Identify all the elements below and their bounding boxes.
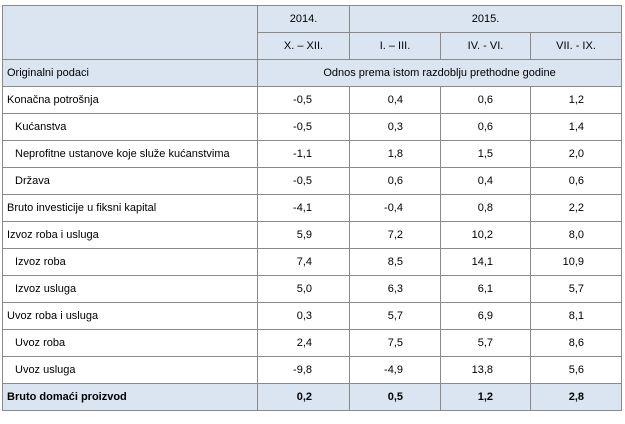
row-label: Bruto investicije u fiksni kapital (2, 194, 258, 222)
row-label: Uvoz usluga (2, 356, 258, 384)
value-cell: 0,6 (349, 167, 441, 195)
value-cell: -0,5 (257, 86, 350, 114)
row-label: Izvoz usluga (2, 275, 258, 303)
row-label: Izvoz roba (2, 248, 258, 276)
value-cell: 7,4 (257, 248, 350, 276)
table-row: Konačna potrošnja -0,5 0,4 0,6 1,2 (2, 86, 623, 114)
row-label: Izvoz roba i usluga (2, 221, 258, 249)
value-cell: 1,8 (349, 140, 441, 168)
table-row: X. – XII. I. – III. IV. - VI. VII. - IX. (3, 32, 623, 60)
value-cell: -0,5 (257, 167, 350, 195)
value-cell: 1,5 (440, 140, 531, 168)
value-cell: 1,2 (529, 86, 623, 114)
period-header: IV. - VI. (440, 32, 531, 60)
value-cell: 5,7 (529, 275, 623, 303)
value-cell: 7,2 (349, 221, 441, 249)
value-cell: 6,3 (349, 275, 441, 303)
row-label: Konačna potrošnja (2, 86, 258, 114)
value-cell: 0,6 (440, 86, 531, 114)
value-cell: 0,6 (529, 167, 623, 195)
row-label: Kućanstva (2, 113, 258, 141)
value-cell: 5,7 (440, 329, 531, 357)
table-body: 2014. 2015. X. – XII. I. – III. IV. - VI. VII… (2, 5, 623, 411)
period-header: I. – III. (349, 32, 441, 60)
value-cell: 10,2 (440, 221, 531, 249)
table-row: Uvoz roba 2,4 7,5 5,7 8,6 (2, 329, 623, 357)
table-row: Originalni podaci Odnos prema istom razdo… (2, 59, 623, 87)
value-cell: 2,8 (529, 383, 623, 411)
value-cell: 1,4 (529, 113, 623, 141)
value-cell: 2,2 (529, 194, 623, 222)
value-cell: 8,1 (529, 302, 623, 330)
table-row: Izvoz roba i usluga 5,9 7,2 10,2 8,0 (2, 221, 623, 249)
value-cell: 8,5 (349, 248, 441, 276)
row-label: Država (2, 167, 258, 195)
row-label: Bruto domaći proizvod (2, 383, 258, 411)
year-header: 2015. (348, 5, 623, 33)
subtitle-header: Odnos prema istom razdoblju prethodne go… (256, 59, 623, 87)
value-cell: 6,9 (440, 302, 531, 330)
value-cell: 6,1 (440, 275, 531, 303)
table-row: Kućanstva -0,5 0,3 0,6 1,4 (2, 113, 623, 141)
value-cell: 0,6 (440, 113, 531, 141)
value-cell: 5,7 (349, 302, 441, 330)
row-label: Uvoz roba (2, 329, 258, 357)
row-label: Neprofitne ustanove koje služe kućanstvi… (2, 140, 258, 168)
table-row: Bruto domaći proizvod 0,2 0,5 1,2 2,8 (2, 383, 623, 411)
value-cell: 10,9 (529, 248, 623, 276)
value-cell: 0,4 (440, 167, 531, 195)
table-row: Država -0,5 0,6 0,4 0,6 (2, 167, 623, 195)
value-cell: 0,3 (257, 302, 350, 330)
row-label: Uvoz roba i usluga (2, 302, 258, 330)
period-header: VII. - IX. (529, 32, 623, 60)
table-row: Neprofitne ustanove koje služe kućanstvi… (2, 140, 623, 168)
table-row: Uvoz usluga -9,8 -4,9 13,8 5,6 (2, 356, 623, 384)
value-cell: 8,6 (529, 329, 623, 357)
value-cell: -0,4 (349, 194, 441, 222)
table-row: Bruto investicije u fiksni kapital -4,1 -0… (2, 194, 623, 222)
value-cell: -4,1 (257, 194, 350, 222)
value-cell: 13,8 (440, 356, 531, 384)
value-cell: 7,5 (349, 329, 441, 357)
value-cell: 0,4 (349, 86, 441, 114)
year-header: 2014. (257, 5, 350, 33)
value-cell: -4,9 (349, 356, 441, 384)
value-cell: 5,9 (257, 221, 350, 249)
table-row: Izvoz usluga 5,0 6,3 6,1 5,7 (2, 275, 623, 303)
value-cell: 5,0 (257, 275, 350, 303)
value-cell: 8,0 (529, 221, 623, 249)
value-cell: -1,1 (257, 140, 350, 168)
row-label-header: Originalni podaci (2, 59, 258, 87)
period-header: X. – XII. (257, 32, 350, 60)
value-cell: -0,5 (257, 113, 350, 141)
value-cell: 2,4 (257, 329, 350, 357)
value-cell: 0,8 (440, 194, 531, 222)
value-cell: 1,2 (440, 383, 531, 411)
value-cell: 0,5 (349, 383, 441, 411)
value-cell: -9,8 (257, 356, 350, 384)
value-cell: 2,0 (529, 140, 623, 168)
value-cell: 5,6 (529, 356, 623, 384)
value-cell: 14,1 (440, 248, 531, 276)
value-cell: 0,3 (349, 113, 441, 141)
table-row: 2014. 2015. (2, 5, 623, 60)
table-row: Izvoz roba 7,4 8,5 14,1 10,9 (2, 248, 623, 276)
corner-cell (2, 5, 258, 60)
value-cell: 0,2 (257, 383, 350, 411)
data-table: 2014. 2015. X. – XII. I. – III. IV. - VI. VII… (2, 5, 623, 411)
table-row: Uvoz roba i usluga 0,3 5,7 6,9 8,1 (2, 302, 623, 330)
